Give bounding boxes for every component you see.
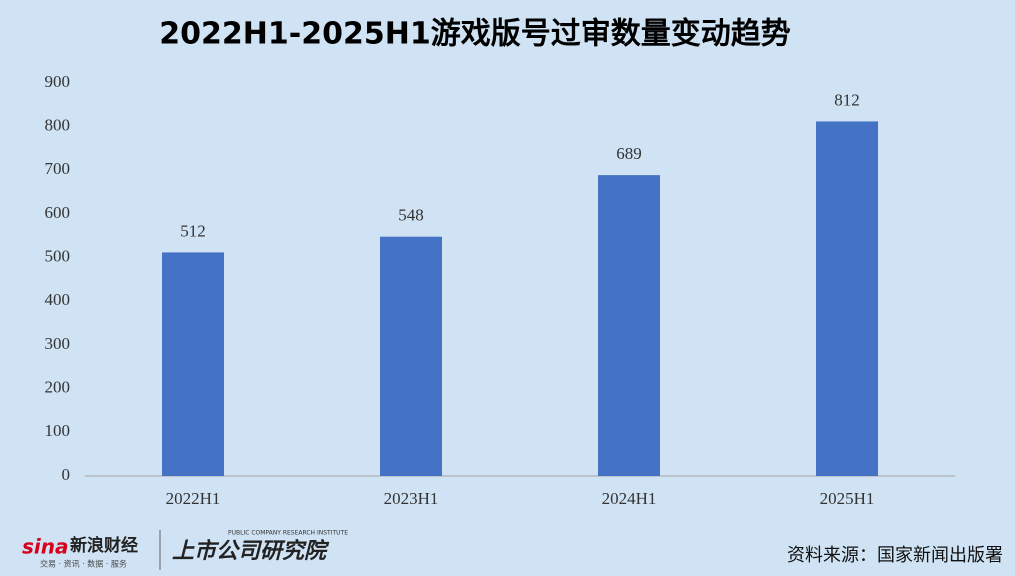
data-label: 812 [834, 90, 860, 109]
sina-tagline: 交易 · 资讯 · 数据 · 服务 [40, 559, 127, 569]
x-tick-label: 2022H1 [166, 489, 221, 508]
y-tick-label: 0 [62, 465, 71, 484]
chart-title: 2022H1-2025H1游戏版号过审数量变动趋势 [159, 17, 790, 52]
y-tick-label: 300 [45, 334, 71, 353]
y-tick-label: 400 [45, 290, 71, 309]
x-tick-label: 2025H1 [820, 489, 875, 508]
bar [816, 121, 878, 476]
y-tick-label: 200 [45, 378, 71, 397]
sina-name: 新浪财经 [70, 535, 138, 556]
y-tick-label: 700 [45, 159, 71, 178]
data-label: 689 [616, 144, 642, 163]
y-tick-label: 800 [45, 116, 71, 135]
y-tick-label: 900 [45, 72, 71, 91]
data-label: 548 [398, 206, 424, 225]
x-tick-label: 2024H1 [602, 489, 657, 508]
x-tick-label: 2023H1 [384, 489, 439, 508]
sina-logo: sina [22, 535, 69, 559]
y-tick-label: 600 [45, 203, 71, 222]
data-label: 512 [180, 221, 206, 240]
bar [162, 252, 224, 476]
y-tick-label: 100 [45, 421, 71, 440]
bar [598, 175, 660, 477]
source-note: 资料来源：国家新闻出版署 [787, 545, 1003, 566]
institute-en: PUBLIC COMPANY RESEARCH INSTITUTE [228, 530, 348, 537]
institute-name: 上市公司研究院 [172, 538, 330, 564]
y-tick-label: 500 [45, 247, 71, 266]
bar [380, 236, 442, 476]
